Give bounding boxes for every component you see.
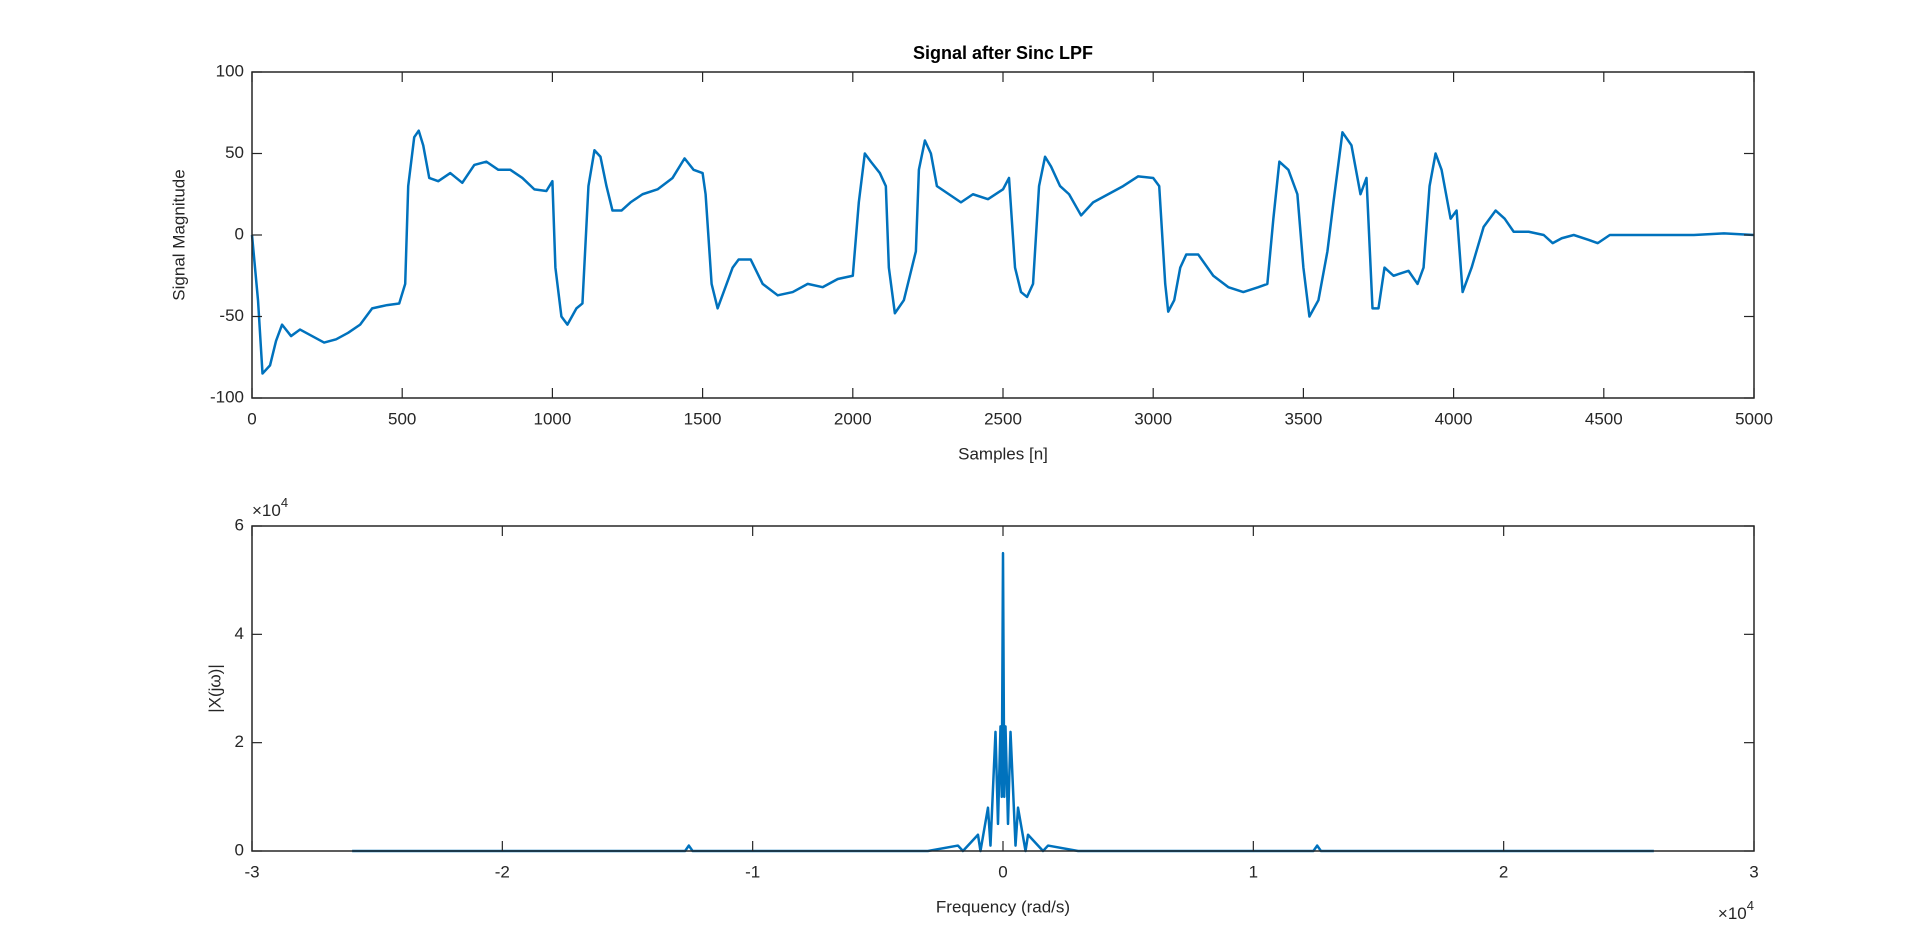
- exponent-label: ×104: [1718, 898, 1754, 923]
- y-tick-label: 100: [216, 61, 244, 80]
- y-tick-label: 50: [225, 143, 244, 162]
- exponent-label: ×104: [252, 495, 288, 520]
- y-axis-label: |X(jω)|: [205, 664, 224, 713]
- x-tick-label: 2: [1499, 862, 1508, 881]
- y-axis-label: Signal Magnitude: [169, 169, 188, 300]
- x-tick-label: 1: [1249, 862, 1258, 881]
- plot-area: [252, 72, 1754, 398]
- chart-title: Signal after Sinc LPF: [913, 43, 1093, 63]
- exponent-base: ×10: [252, 501, 281, 520]
- x-axis-label: Samples [n]: [958, 444, 1048, 463]
- x-tick-label: 3: [1749, 862, 1758, 881]
- y-tick-label: 0: [235, 840, 244, 859]
- x-tick-label: 5000: [1735, 409, 1773, 428]
- signal-line: [250, 129, 1755, 375]
- y-tick-label: 2: [235, 732, 244, 751]
- x-tick-label: 4500: [1585, 409, 1623, 428]
- signal-line: [352, 551, 1654, 853]
- x-tick-label: 2500: [984, 409, 1022, 428]
- x-tick-label: 2000: [834, 409, 872, 428]
- x-tick-label: 0: [998, 862, 1007, 881]
- y-tick-label: 4: [235, 624, 244, 643]
- y-tick-label: -50: [219, 306, 244, 325]
- exponent-power: 4: [281, 495, 288, 510]
- y-tick-label: -100: [210, 387, 244, 406]
- exponent-power: 4: [1747, 898, 1754, 913]
- x-tick-label: 500: [388, 409, 416, 428]
- x-tick-label: -1: [745, 862, 760, 881]
- x-tick-label: 1500: [684, 409, 722, 428]
- x-tick-label: 0: [247, 409, 256, 428]
- x-tick-label: 1000: [533, 409, 571, 428]
- x-tick-label: -2: [495, 862, 510, 881]
- x-tick-label: -3: [244, 862, 259, 881]
- x-tick-label: 3500: [1284, 409, 1322, 428]
- exponent-base: ×10: [1718, 904, 1747, 923]
- y-tick-label: 0: [235, 224, 244, 243]
- x-axis-label: Frequency (rad/s): [936, 897, 1070, 916]
- x-tick-label: 4000: [1435, 409, 1473, 428]
- y-tick-label: 6: [235, 515, 244, 534]
- x-tick-label: 3000: [1134, 409, 1172, 428]
